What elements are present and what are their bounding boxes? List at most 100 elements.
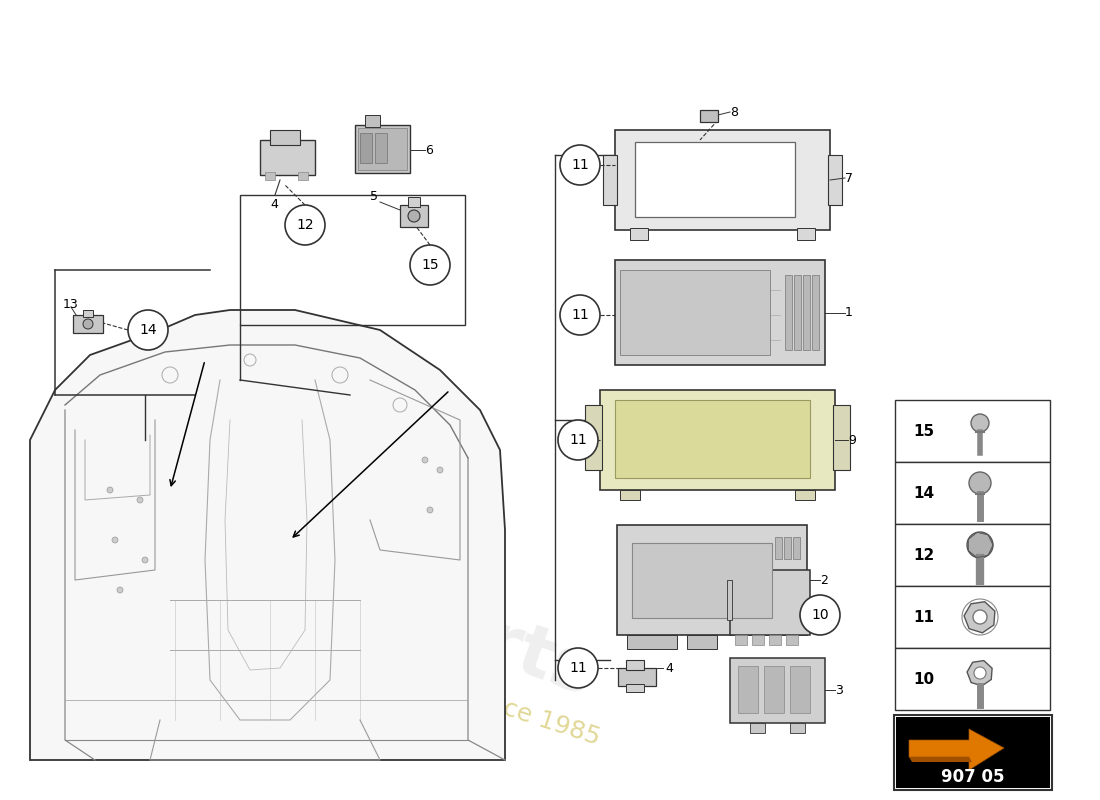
Circle shape (558, 420, 598, 460)
FancyBboxPatch shape (730, 658, 825, 723)
Text: 10: 10 (913, 671, 934, 686)
FancyBboxPatch shape (785, 275, 792, 350)
FancyBboxPatch shape (750, 723, 764, 733)
Text: 9: 9 (848, 434, 856, 446)
FancyBboxPatch shape (620, 270, 770, 355)
FancyBboxPatch shape (700, 110, 718, 122)
Text: 11: 11 (569, 433, 587, 447)
FancyBboxPatch shape (618, 668, 656, 686)
Circle shape (967, 532, 993, 558)
Text: 6: 6 (425, 143, 433, 157)
FancyBboxPatch shape (790, 666, 810, 713)
Circle shape (112, 537, 118, 543)
Text: 4: 4 (666, 662, 673, 674)
Text: 11: 11 (569, 661, 587, 675)
Circle shape (969, 472, 991, 494)
Text: a passion for parts since 1985: a passion for parts since 1985 (236, 610, 604, 750)
FancyBboxPatch shape (82, 310, 94, 317)
FancyBboxPatch shape (752, 635, 764, 645)
Text: 14: 14 (140, 323, 157, 337)
FancyBboxPatch shape (730, 570, 810, 635)
FancyBboxPatch shape (260, 140, 315, 175)
FancyBboxPatch shape (803, 275, 810, 350)
Text: 4: 4 (270, 198, 278, 211)
FancyBboxPatch shape (626, 684, 644, 692)
FancyBboxPatch shape (764, 666, 784, 713)
Text: 2: 2 (820, 574, 828, 586)
FancyBboxPatch shape (632, 543, 772, 618)
FancyBboxPatch shape (600, 390, 835, 490)
Circle shape (560, 145, 600, 185)
FancyBboxPatch shape (615, 260, 825, 365)
FancyBboxPatch shape (793, 537, 800, 559)
FancyBboxPatch shape (635, 142, 795, 217)
Text: 3: 3 (835, 683, 843, 697)
Circle shape (142, 557, 148, 563)
Circle shape (410, 245, 450, 285)
Circle shape (558, 648, 598, 688)
Polygon shape (909, 757, 972, 762)
FancyBboxPatch shape (812, 275, 820, 350)
Circle shape (437, 467, 443, 473)
FancyBboxPatch shape (620, 490, 640, 500)
FancyBboxPatch shape (895, 586, 1050, 648)
Polygon shape (909, 729, 1004, 770)
FancyBboxPatch shape (585, 405, 602, 470)
Text: 11: 11 (571, 308, 588, 322)
FancyBboxPatch shape (358, 128, 407, 170)
FancyBboxPatch shape (265, 172, 275, 180)
FancyBboxPatch shape (360, 133, 372, 163)
Circle shape (800, 595, 840, 635)
Text: 5: 5 (370, 190, 378, 203)
Text: 1: 1 (845, 306, 853, 319)
FancyBboxPatch shape (365, 115, 380, 127)
Circle shape (138, 497, 143, 503)
Circle shape (285, 205, 324, 245)
FancyBboxPatch shape (833, 405, 850, 470)
Text: 13: 13 (63, 298, 79, 311)
FancyBboxPatch shape (790, 723, 805, 733)
Circle shape (971, 414, 989, 432)
Circle shape (107, 487, 113, 493)
Circle shape (408, 210, 420, 222)
Text: 8: 8 (730, 106, 738, 118)
FancyBboxPatch shape (603, 155, 617, 205)
Circle shape (117, 587, 123, 593)
FancyBboxPatch shape (795, 490, 815, 500)
FancyBboxPatch shape (615, 130, 830, 230)
FancyBboxPatch shape (408, 197, 420, 207)
Text: 12: 12 (296, 218, 314, 232)
Circle shape (974, 610, 987, 624)
Text: electricparts: electricparts (96, 469, 605, 711)
FancyBboxPatch shape (626, 660, 644, 670)
FancyBboxPatch shape (735, 635, 747, 645)
Polygon shape (964, 602, 994, 633)
Text: 14: 14 (913, 486, 934, 501)
FancyBboxPatch shape (794, 275, 801, 350)
FancyBboxPatch shape (298, 172, 308, 180)
Text: 907 05: 907 05 (942, 768, 1004, 786)
Text: 12: 12 (913, 547, 934, 562)
Circle shape (82, 319, 94, 329)
Text: 15: 15 (421, 258, 439, 272)
FancyBboxPatch shape (270, 130, 300, 145)
FancyBboxPatch shape (895, 524, 1050, 586)
Polygon shape (967, 661, 992, 686)
FancyBboxPatch shape (895, 462, 1050, 524)
FancyBboxPatch shape (727, 580, 732, 620)
FancyBboxPatch shape (617, 525, 807, 635)
Polygon shape (30, 310, 505, 760)
FancyBboxPatch shape (828, 155, 842, 205)
Circle shape (427, 507, 433, 513)
FancyBboxPatch shape (895, 400, 1050, 462)
Circle shape (422, 457, 428, 463)
FancyBboxPatch shape (688, 635, 717, 649)
FancyBboxPatch shape (784, 537, 791, 559)
Text: 10: 10 (811, 608, 828, 622)
FancyBboxPatch shape (375, 133, 387, 163)
Circle shape (560, 295, 600, 335)
FancyBboxPatch shape (896, 717, 1050, 788)
FancyBboxPatch shape (895, 648, 1050, 710)
Text: 7: 7 (845, 171, 853, 185)
Text: 15: 15 (913, 423, 934, 438)
